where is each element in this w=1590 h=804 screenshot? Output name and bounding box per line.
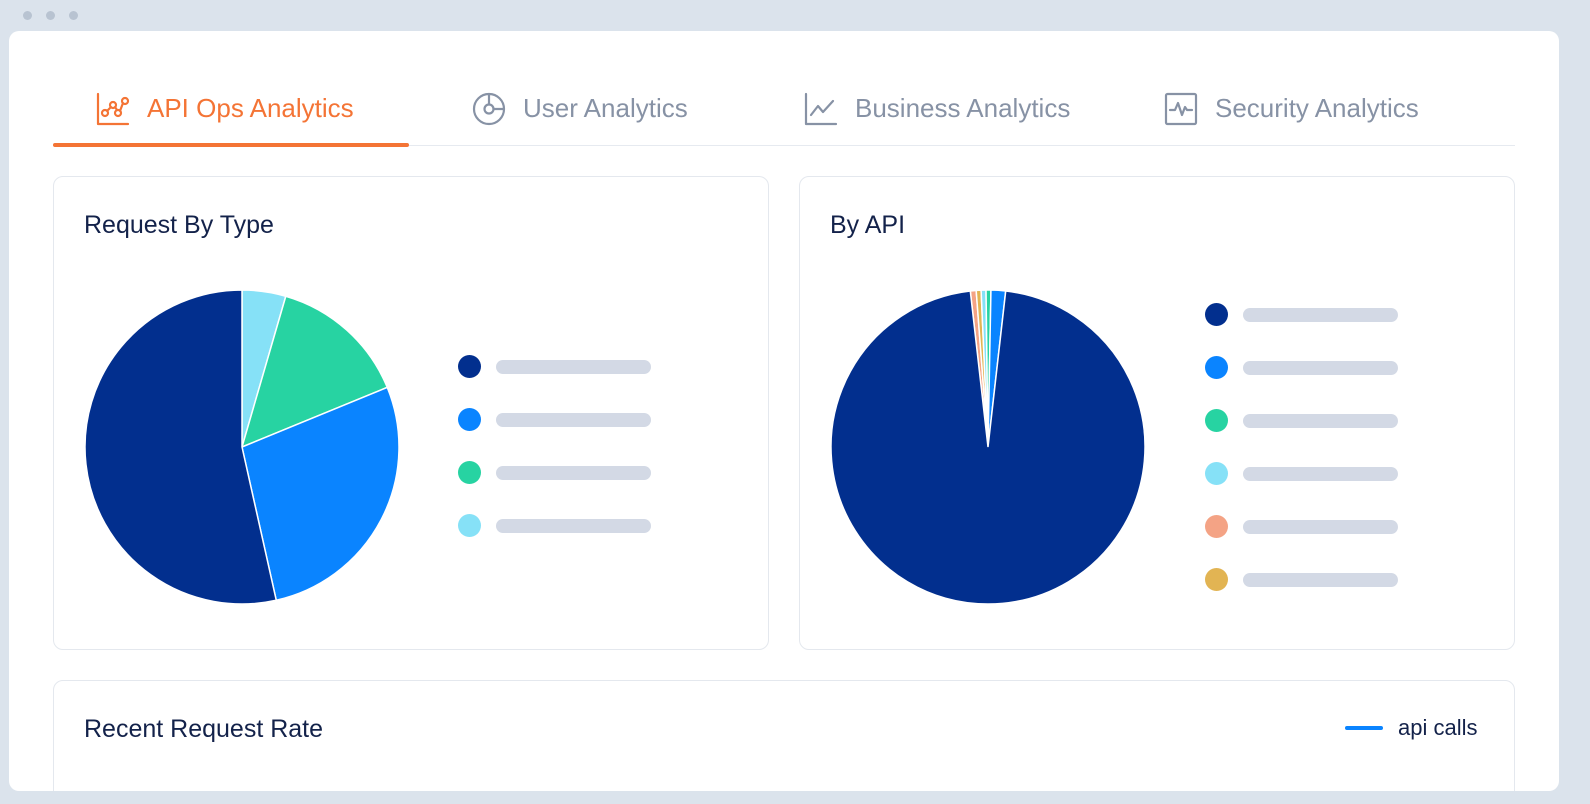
legend-label-placeholder: [1243, 308, 1398, 322]
tab-business-analytics[interactable]: Business Analytics: [803, 71, 1070, 146]
legend-label-placeholder: [1243, 361, 1398, 375]
request-by-type-legend: [458, 355, 678, 555]
legend-label-placeholder: [1243, 520, 1398, 534]
legend-color-dot: [1205, 409, 1228, 432]
legend-label-placeholder: [1243, 414, 1398, 428]
active-tab-indicator: [53, 143, 409, 147]
analytics-tab-bar: API Ops Analytics User Analytics Busines…: [53, 71, 1515, 147]
pie-slice[interactable]: [84, 289, 278, 605]
legend-color-dot: [458, 408, 481, 431]
window-control-dot[interactable]: [23, 11, 32, 20]
legend-label-placeholder: [1243, 573, 1398, 587]
tab-label: Security Analytics: [1215, 93, 1419, 123]
by-api-legend: [1205, 303, 1425, 603]
legend-item[interactable]: [458, 355, 658, 379]
pie-slice[interactable]: [241, 386, 400, 602]
tab-label: User Analytics: [523, 93, 688, 123]
legend-item[interactable]: [1205, 356, 1405, 380]
legend-item[interactable]: [458, 514, 658, 538]
request-by-type-card: Request By Type: [53, 176, 769, 650]
pie-gauge-icon: [471, 91, 507, 127]
chart-analytics-icon: [95, 91, 131, 127]
legend-item[interactable]: [1205, 303, 1405, 327]
card-title: Recent Request Rate: [84, 715, 324, 743]
legend-color-dot: [1205, 303, 1228, 326]
by-api-pie-chart: [830, 289, 1146, 605]
pulse-monitor-icon: [1163, 91, 1199, 127]
card-title: By API: [830, 211, 906, 239]
legend-item[interactable]: [458, 461, 658, 485]
legend-color-dot: [458, 461, 481, 484]
legend-label-placeholder: [1243, 467, 1398, 481]
legend-item[interactable]: [1205, 409, 1405, 433]
pie-slice[interactable]: [240, 295, 389, 449]
tab-security-analytics[interactable]: Security Analytics: [1163, 71, 1419, 146]
tab-user-analytics[interactable]: User Analytics: [471, 71, 688, 146]
legend-item[interactable]: [1205, 568, 1405, 592]
tab-label: Business Analytics: [855, 93, 1071, 123]
tab-api-ops-analytics[interactable]: API Ops Analytics: [95, 71, 354, 146]
recent-request-rate-card: Recent Request Rate api calls: [53, 680, 1515, 791]
legend-series-swatch: [1345, 726, 1383, 730]
legend-color-dot: [1205, 515, 1228, 538]
legend-item[interactable]: [1205, 515, 1405, 539]
legend-color-dot: [1205, 356, 1228, 379]
legend-color-dot: [1205, 462, 1228, 485]
legend-label-placeholder: [496, 519, 651, 533]
window-control-dot[interactable]: [69, 11, 78, 20]
legend-color-dot: [458, 514, 481, 537]
legend-color-dot: [458, 355, 481, 378]
legend-color-dot: [1205, 568, 1228, 591]
pie-slice[interactable]: [830, 290, 1146, 605]
legend-label-placeholder: [496, 466, 651, 480]
dashboard-window: API Ops Analytics User Analytics Busines…: [9, 31, 1559, 791]
legend-item[interactable]: [1205, 462, 1405, 486]
legend-series-label[interactable]: api calls: [1398, 715, 1478, 740]
card-title: Request By Type: [84, 211, 274, 239]
legend-label-placeholder: [496, 360, 651, 374]
window-title-bar: [0, 0, 1590, 31]
legend-item[interactable]: [458, 408, 658, 432]
tab-label: API Ops Analytics: [147, 93, 354, 123]
window-control-dot[interactable]: [46, 11, 55, 20]
by-api-card: By API: [799, 176, 1515, 650]
legend-label-placeholder: [496, 413, 651, 427]
request-by-type-pie-chart: [84, 289, 400, 605]
line-chart-icon: [803, 91, 839, 127]
